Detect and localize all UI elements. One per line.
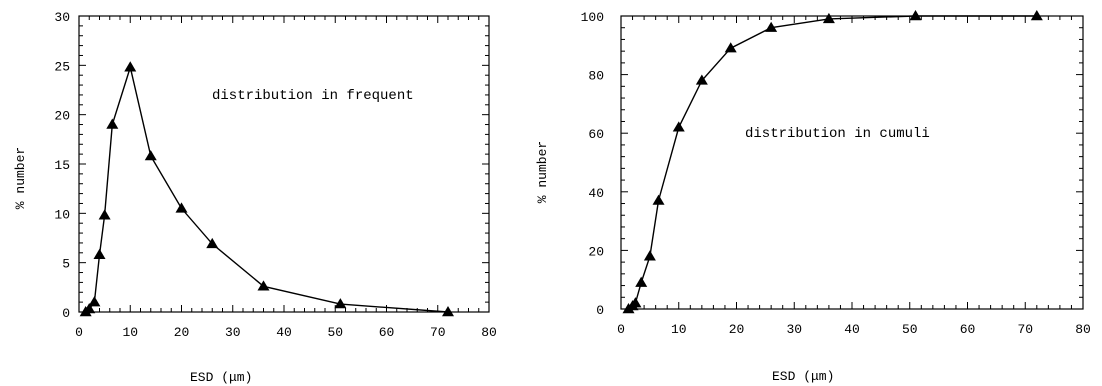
series-line [628,15,1037,310]
y-tick-label: 30 [54,10,70,25]
x-axis-label: ESD (μm) [190,370,252,385]
data-point-triangle [175,202,188,213]
y-tick-label: 100 [581,10,604,25]
x-tick-label: 0 [617,322,625,337]
x-axis-label: ESD (μm) [772,369,834,384]
frequency-distribution-chart: 0 10 20 30 40 50 60 70 80 0 5 10 15 20 25 30 ESD (μm) % n… [13,10,497,385]
data-point-triangle [124,61,137,72]
y-tick-label: 40 [588,186,604,201]
chart-annotation: distribution in frequent [212,88,414,104]
x-tick-label: 70 [430,325,446,340]
data-point-triangle [144,150,157,161]
data-point-triangle [442,306,454,317]
chart-annotation: distribution in cumuli [745,126,930,142]
data-point-triangle [822,12,835,24]
y-tick-label: 0 [596,303,604,318]
data-point-triangle [88,296,101,307]
data-point-triangle [652,194,665,205]
data-point-triangle [83,303,96,314]
x-tick-label: 10 [122,325,138,340]
x-tick-label: 10 [671,322,687,337]
data-point-triangle [93,248,106,259]
data-point-triangle [724,42,737,53]
data-point-triangle [672,121,685,132]
data-point-triangle [257,280,270,291]
x-tick-label: 70 [1017,322,1033,337]
y-tick-label: 15 [54,158,70,173]
plot-frame [620,15,1084,310]
data-point-triangle [765,21,778,32]
x-tick-label: 50 [902,322,918,337]
x-tick-label: 50 [327,325,343,340]
data-point-triangle [106,118,119,129]
data-point-triangle [98,209,111,220]
data-point-triangle [695,74,708,85]
data-point-triangle [206,237,219,249]
x-tick-label: 30 [786,322,802,337]
x-tick-label: 0 [75,325,83,340]
y-tick-label: 0 [62,306,70,321]
x-tick-label: 20 [729,322,745,337]
plot-frame [78,15,490,313]
y-axis-label: % number [535,141,550,203]
cumulative-distribution-chart: 0 10 20 30 40 50 60 70 80 0 20 40 60 80 100 ESD (μm) % n… [535,10,1091,384]
data-point-triangle [635,276,648,287]
data-point-triangle [334,298,347,309]
series-line [85,64,449,313]
x-tick-label: 20 [174,325,190,340]
y-tick-label: 10 [54,207,70,222]
y-tick-label: 25 [54,59,70,74]
data-point-triangle [909,10,922,21]
y-tick-label: 5 [62,257,70,272]
x-tick-label: 80 [1075,322,1091,337]
y-tick-label: 80 [588,69,604,84]
x-tick-label: 80 [481,325,497,340]
data-point-triangle [643,250,656,261]
y-axis-label: % number [13,147,28,209]
x-tick-label: 40 [276,325,292,340]
data-point-triangle [1030,10,1043,21]
y-tick-label: 60 [588,127,604,142]
x-tick-label: 60 [379,325,395,340]
x-tick-label: 40 [844,322,860,337]
data-point-triangle [629,297,642,308]
x-tick-label: 30 [225,325,241,340]
y-tick-label: 20 [54,109,70,124]
x-tick-label: 60 [960,322,976,337]
y-tick-label: 20 [588,244,604,259]
